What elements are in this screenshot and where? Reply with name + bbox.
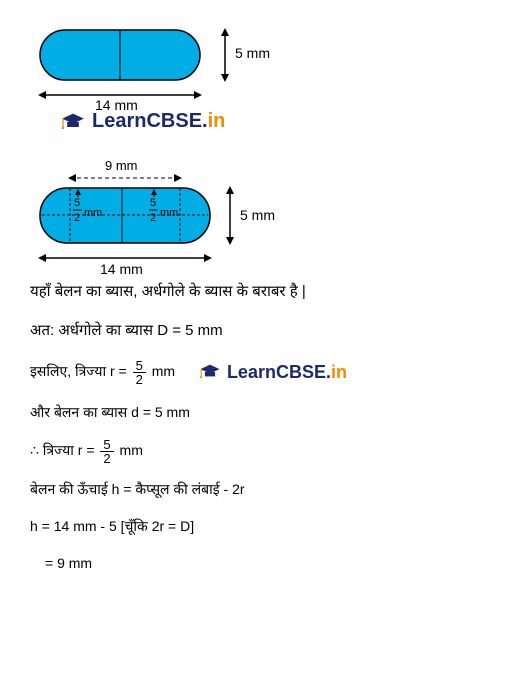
capsule-svg-1: 5 mm 14 mm [30, 20, 290, 110]
svg-text:5: 5 [150, 197, 156, 209]
text-line-5: ∴ त्रिज्या r = 52 mm [30, 438, 488, 465]
svg-text:5: 5 [74, 197, 80, 209]
fraction-1: 52 [133, 359, 146, 386]
graduation-cap-icon [60, 112, 86, 132]
cap2-height-text: 5 mm [240, 207, 275, 223]
l3-pre: इसलिए, त्रिज्या r = [30, 363, 131, 379]
svg-text:mm: mm [160, 207, 178, 219]
l3-post: mm [152, 363, 175, 379]
cap1-height-text: 5 mm [235, 45, 270, 61]
text-line-1: यहाँ बेलन का ब्यास, अर्धगोले के ब्यास के… [30, 278, 488, 305]
svg-text:mm: mm [84, 207, 102, 219]
learncbse-logo: LearnCBSE.in [60, 110, 488, 133]
text-line-4: और बेलन का ब्यास d = 5 mm [30, 400, 488, 425]
text-line-7: h = 14 mm - 5 [चूँकि 2r = D] [30, 514, 488, 539]
svg-text:2: 2 [74, 212, 80, 224]
capsule-svg-2: 9 mm 5 2 mm 5 2 mm 5 mm 14 mm [30, 158, 310, 278]
text-line-2: अत: अर्धगोले का ब्यास D = 5 mm [30, 317, 488, 344]
logo-learn: Learn [92, 110, 146, 133]
logo-cbse: CBSE [146, 110, 202, 133]
capsule-diagram-2: 9 mm 5 2 mm 5 2 mm 5 mm 14 mm [30, 158, 310, 258]
cap2-top-text: 9 mm [105, 158, 138, 173]
capsule-diagram-1: 5 mm 14 mm [30, 20, 290, 90]
learncbse-logo-inline: LearnCBSE.in [199, 356, 347, 388]
cap2-width-text: 14 mm [100, 261, 143, 277]
text-line-3: इसलिए, त्रिज्या r = 52 mm LearnCBSE.in [30, 356, 488, 388]
text-line-8: = 9 mm [30, 551, 488, 576]
l5-pre: ∴ त्रिज्या r = [30, 442, 98, 458]
logo-in: in [208, 110, 226, 133]
svg-text:2: 2 [150, 212, 156, 224]
fraction-2: 52 [100, 438, 113, 465]
graduation-cap-icon [199, 363, 221, 381]
text-line-6: बेलन की ऊँचाई h = कैप्सूल की लंबाई - 2r [30, 477, 488, 502]
cap1-width-text: 14 mm [95, 97, 138, 110]
l5-post: mm [120, 442, 143, 458]
